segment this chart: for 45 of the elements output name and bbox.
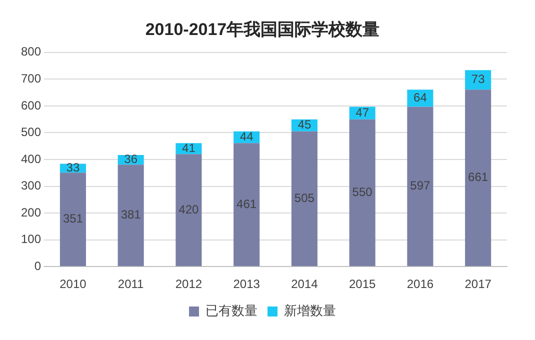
y-tick-label: 400 xyxy=(20,152,42,166)
bar xyxy=(465,90,492,266)
data-label: 64 xyxy=(414,90,428,104)
data-label: 36 xyxy=(124,152,138,166)
data-label: 44 xyxy=(240,130,254,144)
x-tick-label: 2015 xyxy=(348,277,376,292)
y-tick-label: 800 xyxy=(20,44,42,59)
bar xyxy=(465,70,492,90)
data-label: 597 xyxy=(410,178,431,193)
y-tick-label: 0 xyxy=(34,258,42,273)
data-label: 420 xyxy=(178,202,200,216)
x-tick-label: 2012 xyxy=(175,277,202,292)
legend-label: 新增数量 xyxy=(284,303,336,318)
data-label: 381 xyxy=(120,208,142,222)
x-tick-label: 2013 xyxy=(233,277,260,292)
bar xyxy=(234,143,260,266)
y-tick-label: 500 xyxy=(20,125,42,140)
data-label: 461 xyxy=(236,196,257,211)
x-tick-label: 2017 xyxy=(464,277,492,292)
bar xyxy=(407,106,434,266)
bar xyxy=(291,131,318,266)
y-tick-label: 100 xyxy=(20,232,42,246)
bar xyxy=(349,119,376,266)
data-label: 351 xyxy=(62,212,84,226)
data-label: 661 xyxy=(468,170,488,184)
bar xyxy=(176,154,202,266)
y-tick-label: 300 xyxy=(20,178,42,193)
data-label: 33 xyxy=(66,160,80,175)
x-tick-label: 2011 xyxy=(118,277,144,292)
bar xyxy=(118,164,144,266)
data-label: 505 xyxy=(294,191,315,206)
x-tick-label: 2016 xyxy=(406,277,434,292)
data-label: 73 xyxy=(471,72,486,86)
y-tick-label: 700 xyxy=(20,71,42,86)
y-tick-label: 600 xyxy=(20,98,42,112)
x-tick-label: 2010 xyxy=(60,277,87,292)
legend-label: 已有数量 xyxy=(206,303,258,318)
data-label: 45 xyxy=(298,118,312,132)
data-label: 41 xyxy=(182,140,196,155)
y-tick-label: 200 xyxy=(20,205,42,220)
data-label: 550 xyxy=(352,185,373,200)
x-tick-label: 2014 xyxy=(291,277,318,292)
chart-title: 2010-2017年我国国际学校数量 xyxy=(145,20,380,39)
data-label: 47 xyxy=(356,105,370,120)
bar xyxy=(60,172,86,266)
